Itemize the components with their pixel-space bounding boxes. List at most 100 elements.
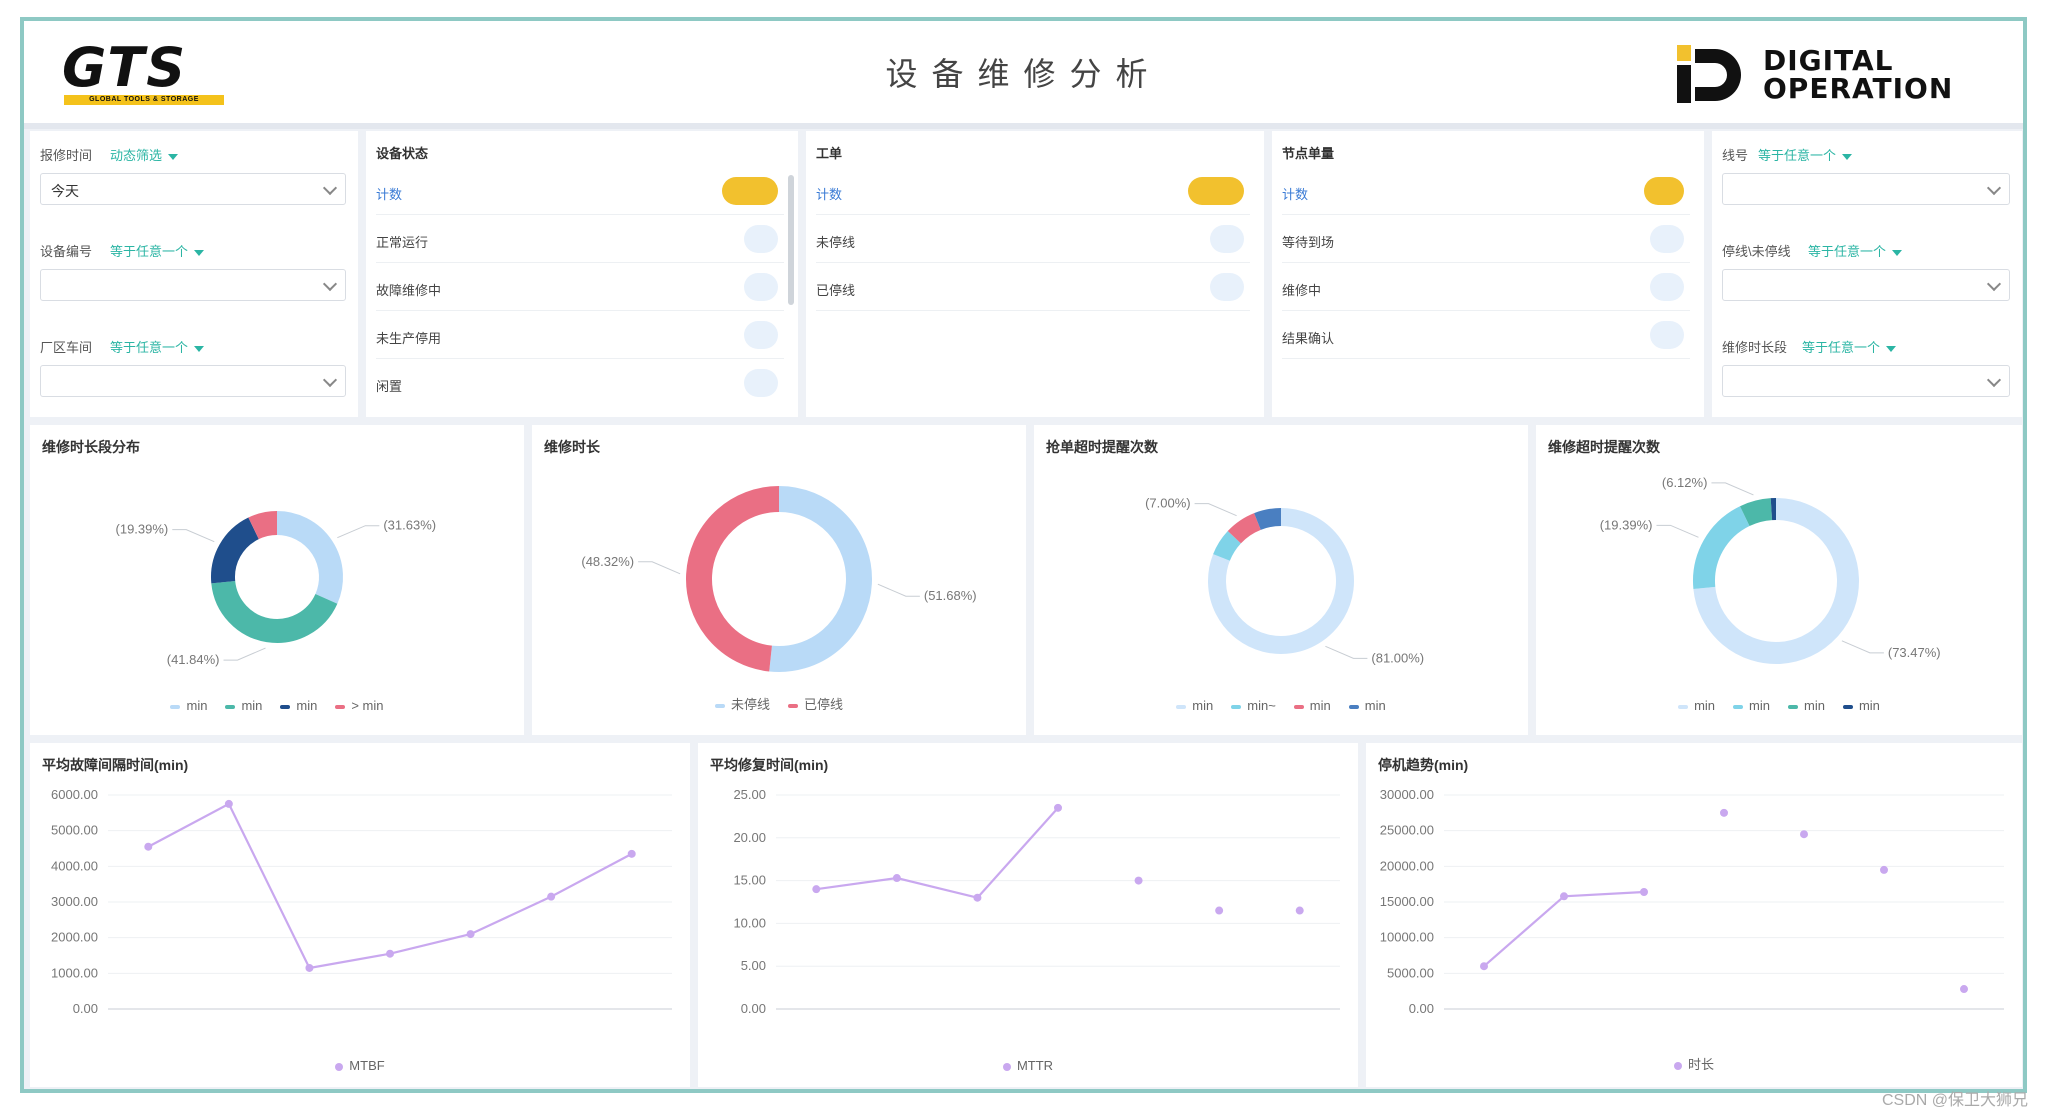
legend-item[interactable]: > min [335,698,384,713]
device-no-select[interactable] [40,269,346,301]
data-point[interactable] [224,799,233,808]
donut-slice[interactable] [769,486,872,672]
data-point[interactable] [892,874,901,883]
legend-item[interactable]: 未停线 [714,694,770,713]
data-point[interactable] [1800,830,1808,839]
legend-swatch [170,704,181,709]
data-point[interactable] [547,892,556,901]
data-point[interactable] [386,949,394,958]
list-item[interactable]: 等待到场 [1282,215,1690,263]
legend-item[interactable]: min [1733,698,1770,713]
slice-percent-label: (19.39%) [116,522,169,537]
donut-slice[interactable] [248,511,278,540]
legend-label: min~ [1247,698,1276,713]
donut-slice[interactable] [686,486,780,672]
count-badge [1210,225,1244,253]
filter-mode-dropdown[interactable]: 等于任意一个 [1802,337,1897,356]
legend-label: min [186,698,208,713]
donut-slice[interactable] [1213,531,1242,562]
downtime-trend-chart: 停机趋势(min) 30000.00 25000.00 20000.00 15000.… [1366,743,2022,1087]
filter-workshop: 厂区车间 等于任意一个 [30,323,358,415]
line-svg: 6000.00 5000.00 4000.00 3000.00 2000.00 1000.… [51,787,672,1016]
legend-item[interactable]: 时长 [1673,1054,1714,1073]
legend-item[interactable]: min [1348,698,1386,713]
legend-item[interactable]: min [280,698,317,713]
legend-item[interactable]: MTBF [335,1058,385,1073]
data-point[interactable] [1134,876,1143,885]
data-point[interactable] [1960,985,1968,994]
dashboard-frame: GTS GLOBAL TOOLS & STORAGE 设备维修分析 DIGITA… [20,17,2027,1093]
data-point[interactable] [973,893,982,902]
data-point[interactable] [812,885,821,894]
filter-mode-dropdown[interactable]: 等于任意一个 [110,337,205,356]
mtbf-chart: 平均故障间隔时间(min) 6000.00 5000.00 4000.00 3000.… [30,743,690,1087]
filter-label: 报修时间 [40,148,93,163]
y-tick-label: 6000.00 [51,787,98,802]
list-item[interactable]: 计数 [1282,167,1690,215]
list-item[interactable]: 计数 [376,167,784,215]
legend-item[interactable]: 已停线 [788,694,843,713]
list-item[interactable]: 故障维修中 [376,263,784,311]
list-title: 节点单量 [1282,146,1335,161]
count-badge [1188,177,1244,205]
filter-mode-dropdown[interactable]: 等于任意一个 [1808,241,1903,260]
data-point[interactable] [627,849,636,858]
caret-down-icon [194,249,205,256]
list-item[interactable]: 维修中 [1282,263,1690,311]
repair-duration-select[interactable] [1722,365,2010,397]
donut-svg: (51.68%) (48.32%) [581,486,977,672]
donut-svg: (31.63%) (41.84%) (19.39%) [116,511,436,667]
list-item[interactable]: 结果确认 [1282,311,1690,359]
label-leader-line [337,525,380,539]
donut-slice[interactable] [1693,498,1859,664]
legend-item[interactable]: min [225,698,262,713]
legend-item[interactable]: min [1176,698,1213,713]
digital-operation-logo: DIGITAL OPERATION [1675,41,1985,105]
list-item[interactable]: 正常运行 [376,215,784,263]
list-item[interactable]: 未生产停用 [376,311,784,359]
legend-item[interactable]: min [1842,698,1880,713]
data-point[interactable] [1720,808,1728,817]
filter-mode-dropdown[interactable]: 等于任意一个 [1758,145,1853,164]
data-point[interactable] [1215,906,1224,915]
list-scrollbar[interactable] [788,175,794,305]
legend-item[interactable]: MTTR [1002,1058,1053,1073]
list-item[interactable]: 未停线 [816,215,1250,263]
data-point[interactable] [305,963,314,972]
report-time-select[interactable]: 今天 [40,173,346,205]
data-point[interactable] [1295,906,1304,915]
filter-mode-dropdown[interactable]: 动态筛选 [110,145,179,164]
donut-slice[interactable] [1254,508,1282,531]
legend-label: min [296,698,318,713]
data-point[interactable] [1880,865,1888,874]
legend-item[interactable]: min [1293,698,1331,713]
data-point[interactable] [1640,888,1648,897]
line-no-select[interactable] [1722,173,2010,205]
line-svg: 30000.00 25000.00 20000.00 15000.00 10000.00… [1380,787,2004,1016]
donut-slice[interactable] [1208,508,1354,654]
legend-item[interactable]: min [1678,698,1715,713]
data-point[interactable] [144,842,153,851]
data-point[interactable] [1480,962,1488,971]
donut-slice[interactable] [1693,506,1750,589]
data-point[interactable] [466,930,475,939]
list-item[interactable]: 已停线 [816,263,1250,311]
data-point[interactable] [1054,803,1062,812]
legend-item[interactable]: min [1788,698,1825,713]
chart-title: 平均修复时间(min) [710,757,829,773]
label-leader-line [1194,503,1237,517]
donut-slice[interactable] [1740,498,1773,527]
list-item[interactable]: 闲置 [376,359,784,407]
count-badge [1650,321,1684,349]
donut-slice[interactable] [211,517,260,584]
legend-item[interactable]: min~ [1231,698,1276,713]
donut-slice[interactable] [211,580,338,643]
filter-mode-dropdown[interactable]: 等于任意一个 [110,241,205,260]
list-item[interactable]: 计数 [816,167,1250,215]
data-point[interactable] [1560,892,1568,901]
workshop-select[interactable] [40,365,346,397]
legend-item[interactable]: min [170,698,207,713]
donut-slice[interactable] [1227,513,1262,544]
line-stop-select[interactable] [1722,269,2010,301]
donut-slice[interactable] [276,511,343,604]
